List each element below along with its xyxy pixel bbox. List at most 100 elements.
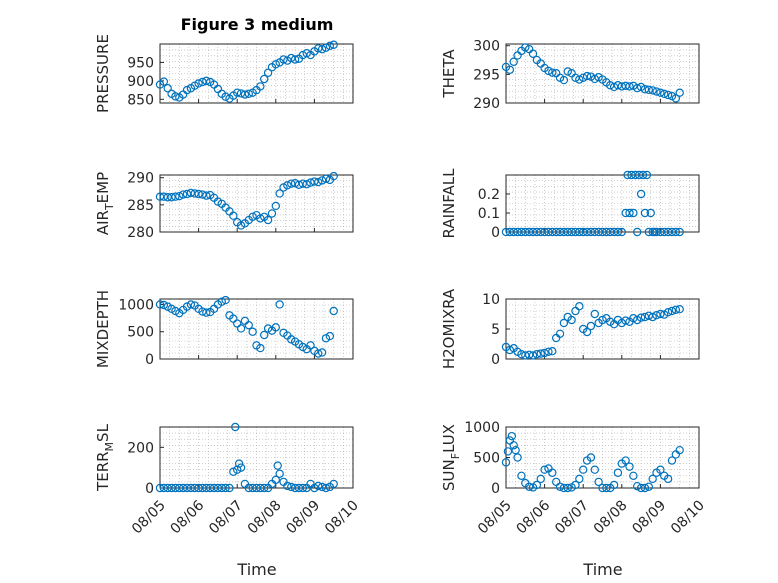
data-point xyxy=(621,316,630,325)
y-tick-label: 0 xyxy=(145,352,154,368)
data-point xyxy=(202,308,211,317)
data-point xyxy=(563,67,572,76)
data-point xyxy=(314,349,323,358)
data-point xyxy=(579,73,588,82)
y-tick-label: 200 xyxy=(127,440,154,456)
data-point xyxy=(521,43,530,52)
data-point xyxy=(314,177,323,187)
data-point xyxy=(505,65,515,74)
data-point xyxy=(555,482,565,491)
data-point xyxy=(271,201,280,211)
data-point xyxy=(633,83,642,93)
y-tick-label: 0 xyxy=(145,481,154,497)
data-point xyxy=(178,190,188,199)
axes-frame xyxy=(159,43,354,104)
data-point xyxy=(273,461,282,470)
data-point xyxy=(240,90,250,99)
figure-title: Figure 3 medium xyxy=(181,15,334,34)
data-point xyxy=(321,483,331,493)
data-point xyxy=(559,75,569,85)
data-point xyxy=(287,482,296,492)
y-tick-label: 295 xyxy=(473,67,500,83)
data-point xyxy=(524,482,534,491)
y-tick-label: 1000 xyxy=(118,297,154,313)
data-point xyxy=(302,180,311,189)
data-point xyxy=(163,84,172,93)
y-axis-label: TERRMSL xyxy=(94,423,116,492)
y-tick-label: 290 xyxy=(473,96,500,112)
y-tick-label: 500 xyxy=(127,325,154,341)
data-point xyxy=(298,483,308,493)
y-axis-label: SUNFLUX xyxy=(440,424,462,491)
data-point xyxy=(644,482,654,491)
data-point xyxy=(329,171,338,181)
data-point xyxy=(159,77,169,86)
data-point xyxy=(548,347,557,356)
data-point xyxy=(317,348,327,357)
data-point xyxy=(575,75,584,84)
data-point xyxy=(571,480,580,490)
data-point xyxy=(507,431,516,441)
data-point xyxy=(310,177,319,186)
data-point xyxy=(629,471,638,480)
data-point xyxy=(279,55,288,64)
data-point xyxy=(532,480,542,490)
data-point xyxy=(186,188,196,198)
data-point xyxy=(155,300,165,309)
data-point xyxy=(232,88,242,97)
x-tick-label: 08/09 xyxy=(283,498,323,538)
data-point xyxy=(540,465,549,474)
data-point xyxy=(548,68,557,77)
data-point xyxy=(229,211,238,220)
data-point xyxy=(287,179,296,188)
data-point xyxy=(236,463,246,472)
data-point xyxy=(656,309,665,319)
data-point xyxy=(159,300,169,310)
data-point xyxy=(256,214,265,223)
data-point xyxy=(260,330,269,340)
y-tick-label: 0 xyxy=(491,352,500,368)
data-point xyxy=(594,477,603,487)
data-point xyxy=(671,305,681,314)
x-tick-label: 08/06 xyxy=(168,497,208,537)
chart-panels: 850 900 950 PRESSURE 290 295 300 THETA 280 285 290… xyxy=(94,34,708,537)
y-tick-label: 285 xyxy=(127,198,154,214)
data-point xyxy=(175,191,184,201)
data-point xyxy=(544,347,553,356)
data-point xyxy=(667,306,677,316)
data-point xyxy=(513,453,522,462)
panel-rainfall: 0 0.1 0.2 RAINFALL xyxy=(440,168,700,241)
data-point xyxy=(263,68,273,77)
y-tick-label: 1000 xyxy=(464,420,500,436)
y-axis-label: MIXDEPTH xyxy=(94,290,112,368)
data-point xyxy=(528,49,538,58)
data-point xyxy=(625,208,634,218)
data-point xyxy=(602,483,611,493)
data-point xyxy=(167,193,176,202)
y-tick-label: 0 xyxy=(491,481,500,497)
data-point xyxy=(221,295,230,305)
x-tick-label: 08/07 xyxy=(552,498,592,538)
data-point xyxy=(663,474,673,484)
data-point xyxy=(579,465,588,474)
data-point xyxy=(244,320,253,330)
y-axis-label: THETA xyxy=(440,49,458,99)
data-point xyxy=(609,480,619,490)
data-point xyxy=(598,315,607,325)
data-point xyxy=(648,474,657,484)
data-point xyxy=(644,85,654,95)
data-point xyxy=(613,227,623,237)
data-point xyxy=(221,92,230,101)
y-tick-label: 950 xyxy=(127,55,154,71)
data-point xyxy=(202,76,211,86)
x-tick-label: 08/06 xyxy=(514,497,554,537)
data-point xyxy=(636,483,646,493)
data-point xyxy=(586,453,596,462)
data-point xyxy=(652,87,661,96)
panel-theta: 290 295 300 THETA xyxy=(440,39,700,112)
data-point xyxy=(575,302,584,311)
data-point xyxy=(509,57,518,66)
data-point xyxy=(325,331,335,341)
y-tick-label: 500 xyxy=(473,451,500,467)
data-point xyxy=(171,92,180,101)
